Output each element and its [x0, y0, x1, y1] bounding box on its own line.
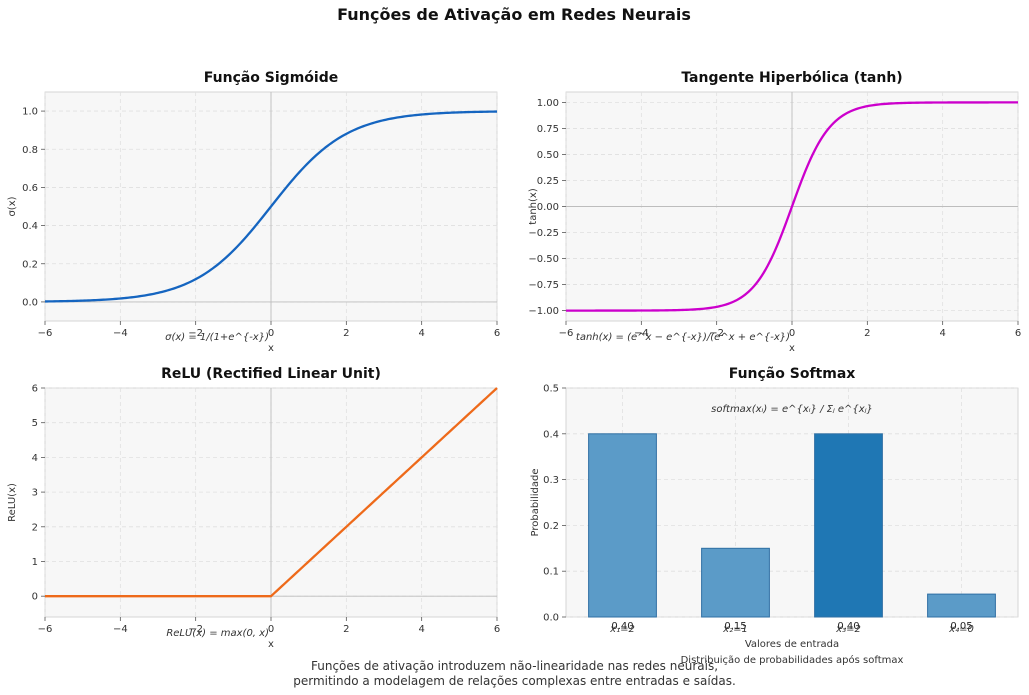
- sigmoid-curve: [44, 110, 498, 303]
- softmax-category-label: x₄=0: [948, 624, 974, 635]
- caption-line-1: Funções de ativação introduzem não-linea…: [310, 659, 719, 673]
- sigmoid-xtick-label: −4: [113, 328, 128, 339]
- softmax-title: Função Softmax: [729, 366, 856, 382]
- softmax-bar: [814, 433, 883, 618]
- relu-ytick-label: 4: [32, 453, 38, 464]
- tanh-panel: Tangente Hiperbólica (tanh) −6 −4 −2 0 2 4 6 −1…: [528, 70, 1021, 354]
- relu-ytick-label: 1: [32, 557, 38, 568]
- softmax-panel: Função Softmax 0.00.10.20.30.40.50.40x₁=…: [530, 366, 1019, 666]
- caption-line-2: permitindo a modelagem de relações compl…: [293, 674, 736, 688]
- sigmoid-xtick-label: 6: [494, 328, 500, 339]
- softmax-ytick-label: 0.2: [543, 521, 559, 532]
- tanh-ytick-label: 0.00: [537, 202, 559, 213]
- tanh-xtick-label: 6: [1015, 328, 1021, 339]
- relu-ytick-label: 5: [32, 418, 38, 429]
- tanh-xtick-label: −6: [559, 328, 574, 339]
- relu-formula: ReLU(x) = max(0, x): [166, 628, 269, 639]
- softmax-ylabel: Probabilidade: [530, 469, 541, 537]
- softmax-ytick-label: 0.1: [543, 567, 559, 578]
- softmax-category-label: x₃=2: [835, 624, 861, 635]
- relu-xtick-label: 0: [268, 624, 274, 635]
- figure-title: Funções de Ativação em Redes Neurais: [337, 5, 691, 24]
- softmax-ytick-label: 0.5: [543, 384, 559, 395]
- sigmoid-title: Função Sigmóide: [204, 70, 338, 86]
- sigmoid-xtick-label: 0: [268, 328, 274, 339]
- sigmoid-panel: Função Sigmóide −6 −4 −2 0 2 4 6 0.0 0.2 0.4 0.6 0.…: [7, 70, 500, 354]
- softmax-ytick-label: 0.3: [543, 475, 559, 486]
- relu-xtick-label: 2: [343, 624, 349, 635]
- relu-ytick-label: 6: [32, 384, 38, 395]
- relu-xtick-label: 4: [418, 624, 424, 635]
- sigmoid-ylabel: σ(x): [7, 196, 18, 216]
- sigmoid-ytick-label: 0.4: [22, 221, 38, 232]
- tanh-title: Tangente Hiperbólica (tanh): [681, 70, 902, 86]
- sigmoid-ytick-label: 0.0: [22, 297, 38, 308]
- tanh-ytick-label: −0.75: [528, 280, 559, 291]
- tanh-ylabel: tanh(x): [528, 188, 539, 225]
- relu-xtick-label: 6: [494, 624, 500, 635]
- softmax-formula: softmax(xᵢ) = e^{xᵢ} / Σⱼ e^{xⱼ}: [711, 404, 873, 415]
- sigmoid-ytick-label: 0.6: [22, 183, 38, 194]
- softmax-category-label: x₂=1: [722, 624, 748, 635]
- relu-xtick-label: −4: [113, 624, 128, 635]
- softmax-bar-value-label: 0.05: [950, 621, 972, 632]
- softmax-bar: [588, 433, 657, 618]
- tanh-curve: [566, 101, 1018, 312]
- sigmoid-xtick-label: 2: [343, 328, 349, 339]
- sigmoid-ytick-label: 1.0: [22, 107, 38, 118]
- relu-ytick-label: 3: [32, 488, 38, 499]
- relu-xtick-label: −6: [38, 624, 53, 635]
- sigmoid-xtick-label: −6: [38, 328, 53, 339]
- sigmoid-xtick-label: −2: [188, 328, 203, 339]
- tanh-xlabel: x: [789, 343, 795, 354]
- softmax-ytick-label: 0.0: [543, 613, 559, 624]
- relu-ytick-label: 2: [32, 522, 38, 533]
- softmax-bar: [927, 593, 996, 618]
- relu-panel: ReLU (Rectified Linear Unit) −6 −4 −2 0 2 4 6 0…: [7, 366, 500, 650]
- tanh-ytick-label: −1.00: [528, 306, 559, 317]
- softmax-category-label: x₁=2: [609, 624, 635, 635]
- relu-xlabel: x: [268, 639, 274, 650]
- relu-curve: [45, 387, 498, 598]
- sigmoid-formula: σ(x) = 1/(1+e^{-x}): [165, 332, 269, 343]
- tanh-ytick-label: 0.50: [537, 150, 559, 161]
- softmax-ytick-label: 0.4: [543, 429, 559, 440]
- sigmoid-xlabel: x: [268, 343, 274, 354]
- sigmoid-ytick-label: 0.2: [22, 259, 38, 270]
- softmax-bar: [701, 547, 770, 618]
- tanh-ytick-label: −0.50: [528, 254, 559, 265]
- softmax-bar-value-label: 0.40: [837, 621, 859, 632]
- tanh-xtick-label: −2: [709, 328, 724, 339]
- sigmoid-xtick-label: 4: [418, 328, 424, 339]
- sigmoid-ytick-label: 0.8: [22, 145, 38, 156]
- tanh-ytick-label: 0.75: [537, 124, 559, 135]
- relu-xtick-label: −2: [188, 624, 203, 635]
- tanh-ytick-label: 0.25: [537, 176, 559, 187]
- relu-title: ReLU (Rectified Linear Unit): [161, 366, 381, 382]
- relu-ylabel: ReLU(x): [7, 483, 18, 522]
- tanh-xtick-label: −4: [634, 328, 649, 339]
- softmax-subtitle: Distribuição de probabilidades após soft…: [681, 654, 904, 666]
- softmax-bar-value-label: 0.15: [724, 621, 746, 632]
- tanh-xtick-label: 2: [864, 328, 870, 339]
- tanh-ytick-label: 1.00: [537, 98, 559, 109]
- tanh-xtick-label: 4: [939, 328, 945, 339]
- softmax-bar-value-label: 0.40: [611, 621, 633, 632]
- tanh-ytick-label: −0.25: [528, 228, 559, 239]
- tanh-xtick-label: 0: [789, 328, 795, 339]
- softmax-xlabel: Valores de entrada: [745, 639, 839, 650]
- relu-ytick-label: 0: [32, 592, 38, 603]
- tanh-formula: tanh(x) = (e^x − e^{-x})/(e^x + e^{-x}): [576, 332, 790, 343]
